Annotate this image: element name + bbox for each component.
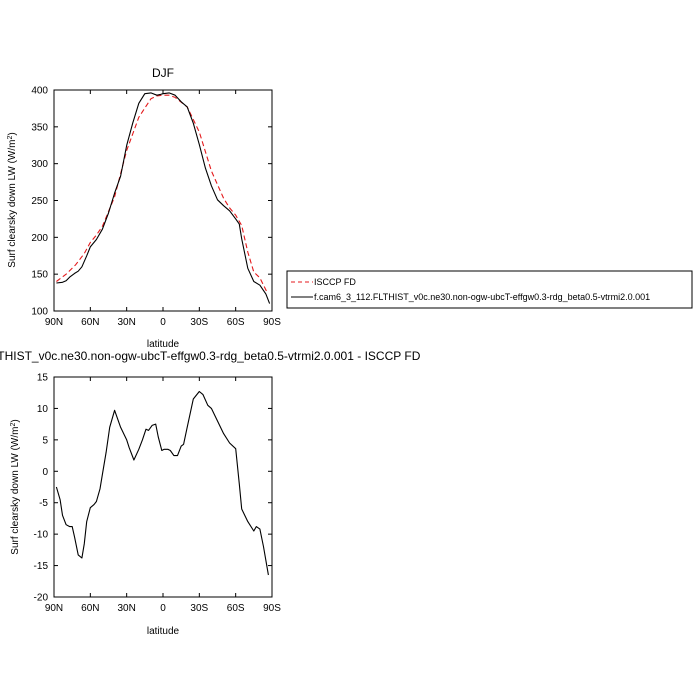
- x-tick-label: 0: [160, 317, 166, 328]
- y-tick-label: 150: [31, 270, 48, 281]
- legend: ISCCP FD f.cam6_3_112.FLTHIST_v0c.ne30.n…: [286, 270, 693, 309]
- y-tick-label: -15: [34, 561, 49, 572]
- y-tick-label: 10: [37, 404, 49, 415]
- x-tick-label: 60N: [81, 603, 99, 614]
- y-tick-label: 250: [31, 196, 48, 207]
- y-tick-label: -5: [39, 498, 48, 509]
- x-tick-label: 90S: [263, 603, 281, 614]
- x-tick-label: 60S: [227, 317, 245, 328]
- x-tick-label: 60S: [227, 603, 245, 614]
- y-tick-label: 200: [31, 233, 48, 244]
- x-axis-label: latitude: [147, 626, 180, 637]
- series-group: [56, 92, 271, 304]
- x-tick-label: 30S: [190, 603, 208, 614]
- y-tick-label: 0: [42, 467, 48, 478]
- x-tick-label: 0: [160, 603, 166, 614]
- x-axis-label: latitude: [147, 339, 180, 350]
- y-tick-label: 100: [31, 307, 48, 318]
- legend-label-cam6: f.cam6_3_112.FLTHIST_v0c.ne30.non-ogw-ub…: [314, 292, 650, 302]
- djf-line-chart: DJF 90N 60N 30N 0 30S 60S 90S 100 150 200 250 300 35…: [7, 66, 693, 350]
- x-tick-label: 30S: [190, 317, 208, 328]
- difference-line-chart: f.cam6_3_112.FLTHIST_v0c.ne30.non-ogw-ub…: [0, 349, 421, 637]
- y-tick-label: 300: [31, 159, 48, 170]
- y-tick-label: -10: [34, 530, 49, 541]
- x-tick-label: 90S: [263, 317, 281, 328]
- plot-frame: [53, 89, 273, 312]
- y-axis-label: Surf clearsky down LW (W/m2): [10, 419, 22, 554]
- y-tick-label: 5: [42, 435, 48, 446]
- y-axis-label: Surf clearsky down LW (W/m2): [7, 132, 19, 267]
- chart-title: DJF: [152, 66, 174, 80]
- y-tick-label: -20: [34, 593, 49, 604]
- series-line-dashed: [56, 94, 268, 293]
- legend-box: [286, 270, 693, 309]
- x-tick-label: 30N: [117, 603, 135, 614]
- legend-label-isccp-fd: ISCCP FD: [314, 277, 356, 287]
- series-line-solid: [55, 390, 269, 576]
- x-tick-label: 90N: [45, 317, 63, 328]
- x-tick-label: 90N: [45, 603, 63, 614]
- plot-frame: [53, 376, 273, 598]
- axis-ticks: 90N 60N 30N 0 30S 60S 90S 15 10 5 0 -5 -10 -15 -20: [34, 373, 282, 615]
- series-line-solid: [56, 92, 271, 304]
- axis-ticks: 90N 60N 30N 0 30S 60S 90S 100 150 200 250 300 350 400: [31, 86, 281, 329]
- y-tick-label: 350: [31, 122, 48, 133]
- series-group: [55, 390, 269, 576]
- chart-title: f.cam6_3_112.FLTHIST_v0c.ne30.non-ogw-ub…: [0, 349, 421, 363]
- x-tick-label: 30N: [117, 317, 135, 328]
- y-tick-label: 15: [37, 373, 49, 384]
- x-tick-label: 60N: [81, 317, 99, 328]
- y-tick-label: 400: [31, 86, 48, 97]
